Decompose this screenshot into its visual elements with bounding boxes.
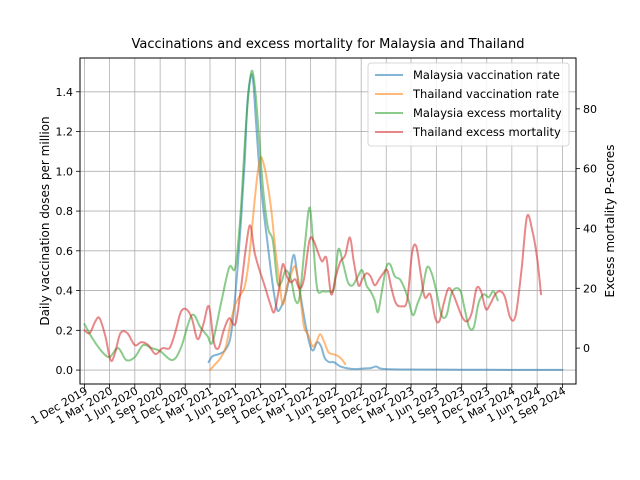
y-left-tick-label: 0.0 (56, 364, 74, 377)
y-left-tick-label: 1.0 (56, 165, 74, 178)
series-lines (83, 69, 564, 372)
y-left-tick-label: 1.4 (56, 86, 74, 99)
y-left-tick-label: 0.4 (56, 285, 74, 298)
y-axis-left-label: Daily vaccination doses per million (38, 116, 52, 325)
series-line-malaysia-excess-mortality (83, 69, 499, 362)
y-left-tick-label: 1.2 (56, 126, 74, 139)
legend-label: Thailand vaccination rate (412, 87, 559, 101)
grid (80, 58, 576, 384)
chart-title: Vaccinations and excess mortality for Ma… (132, 37, 525, 52)
y-axis-right: 0 20 40 60 80 (576, 103, 597, 355)
plot-frame (79, 57, 577, 385)
y-right-tick-label: 0 (583, 342, 590, 355)
legend-label: Thailand excess mortality (412, 125, 561, 139)
legend: Malaysia vaccination rate Thailand vaccin… (367, 62, 570, 147)
legend-label: Malaysia vaccination rate (413, 68, 560, 82)
y-left-tick-label: 0.6 (56, 245, 74, 258)
y-right-tick-label: 20 (583, 282, 597, 295)
y-right-tick-label: 40 (583, 222, 597, 235)
y-left-tick-label: 0.8 (56, 205, 74, 218)
y-axis-left: 0.0 0.2 0.4 0.6 0.8 1.0 1.2 1.4 (56, 86, 80, 377)
y-right-tick-label: 80 (583, 103, 597, 116)
series-line-thailand-excess-mortality (83, 214, 543, 363)
y-left-tick-label: 0.2 (56, 324, 74, 337)
y-right-tick-label: 60 (583, 163, 597, 176)
legend-label: Malaysia excess mortality (413, 106, 562, 120)
y-axis-right-label: Excess mortality P-scores (603, 145, 617, 298)
legend-box (367, 62, 570, 147)
